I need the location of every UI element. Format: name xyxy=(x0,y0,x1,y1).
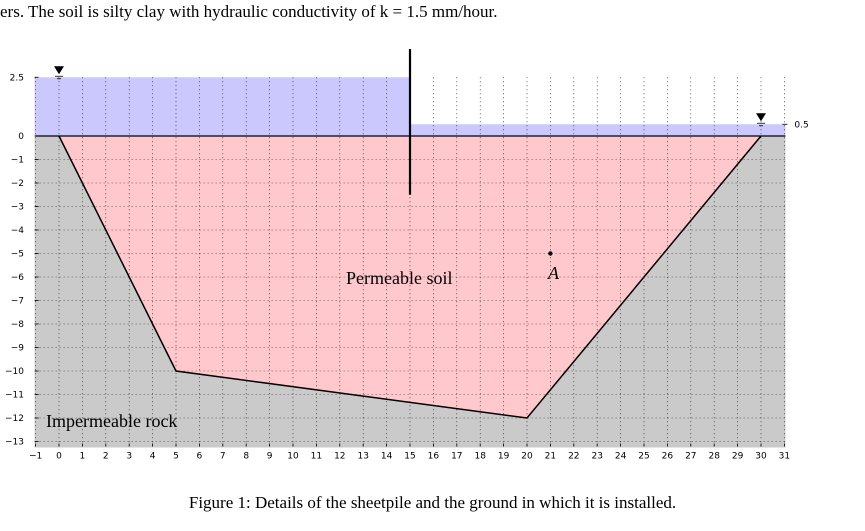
y-tick-label: −2 xyxy=(11,179,24,189)
upstream-water-region xyxy=(34,77,410,136)
x-tick-label: 26 xyxy=(662,452,674,462)
x-tick-label: 22 xyxy=(568,452,579,462)
y-tick-label: −12 xyxy=(5,414,24,424)
x-tick-label: 16 xyxy=(428,452,440,462)
y-tick-label: −9 xyxy=(11,344,25,354)
y-tick-label: 0 xyxy=(18,132,24,142)
water-level-triangle xyxy=(756,113,766,122)
x-tick-label: 14 xyxy=(381,452,393,462)
y-tick-label: −6 xyxy=(11,273,25,283)
y-tick-label: 2.5 xyxy=(10,73,24,83)
point-a-marker xyxy=(548,251,553,256)
x-tick-label: 4 xyxy=(150,452,156,462)
x-tick-label: 10 xyxy=(287,452,299,462)
x-tick-label: 27 xyxy=(685,452,696,462)
y-tick-label: −13 xyxy=(5,438,24,448)
point-a-label: A xyxy=(547,263,560,283)
y-tick-label: −3 xyxy=(11,203,24,213)
y-tick-label: −7 xyxy=(11,297,24,307)
x-tick-label: 8 xyxy=(243,452,249,462)
x-tick-label: 25 xyxy=(638,452,649,462)
axis-ticks: −1 0 1 2 3 4 5 6 7 8 9 10 11 12 13 14 15 16 17 18 19 20 21 22 23… xyxy=(5,73,809,461)
grid-lines xyxy=(35,77,786,448)
y-tick-label: −8 xyxy=(11,320,25,330)
x-tick-label: 24 xyxy=(615,452,627,462)
x-tick-label: 23 xyxy=(591,452,602,462)
x-tick-label: 11 xyxy=(311,452,322,462)
downstream-water-region xyxy=(410,124,786,136)
x-tick-label: 1 xyxy=(80,452,86,462)
x-tick-label: 28 xyxy=(708,452,720,462)
region-labels: Permeable soil Impermeable rock A xyxy=(46,263,560,431)
permeable-soil-label: Permeable soil xyxy=(346,268,452,288)
x-tick-label: 20 xyxy=(521,452,533,462)
y-tick-label: −10 xyxy=(5,367,24,377)
x-tick-label: 5 xyxy=(173,452,179,462)
x-tick-label: 3 xyxy=(126,452,132,462)
figure-caption: Figure 1: Details of the sheetpile and t… xyxy=(188,493,677,512)
rock-boundary-line xyxy=(58,135,762,419)
x-tick-label: 31 xyxy=(779,452,790,462)
x-tick-label: 29 xyxy=(732,452,744,462)
x-tick-label: −1 xyxy=(29,452,42,462)
x-tick-label: 9 xyxy=(267,452,273,462)
boundary-lines xyxy=(35,49,786,419)
x-tick-label: 12 xyxy=(334,452,345,462)
region-fills xyxy=(34,77,786,448)
x-tick-label: 17 xyxy=(451,452,462,462)
x-tick-label: 2 xyxy=(103,452,109,462)
y-tick-label: −4 xyxy=(11,226,25,236)
x-tick-label: 21 xyxy=(545,452,556,462)
x-tick-label: 7 xyxy=(220,452,226,462)
x-tick-label: 18 xyxy=(474,452,486,462)
x-tick-label: 6 xyxy=(197,452,203,462)
x-tick-label: 13 xyxy=(357,452,368,462)
water-level-triangle xyxy=(54,66,64,75)
x-tick-label: 30 xyxy=(755,452,767,462)
y-tick-label: −1 xyxy=(11,156,24,166)
y-tick-label: −5 xyxy=(11,250,24,260)
upstream-water-level-marker xyxy=(54,66,64,80)
x-tick-label: 15 xyxy=(404,452,415,462)
x-tick-label: 19 xyxy=(498,452,510,462)
right-tick-label: 0.5 xyxy=(794,120,808,130)
x-tick-label: 0 xyxy=(56,452,62,462)
downstream-water-level-marker xyxy=(756,113,766,127)
problem-statement-text: ers. The soil is silty clay with hydraul… xyxy=(0,2,498,21)
impermeable-rock-label: Impermeable rock xyxy=(46,411,177,431)
y-tick-label: −11 xyxy=(5,391,24,401)
